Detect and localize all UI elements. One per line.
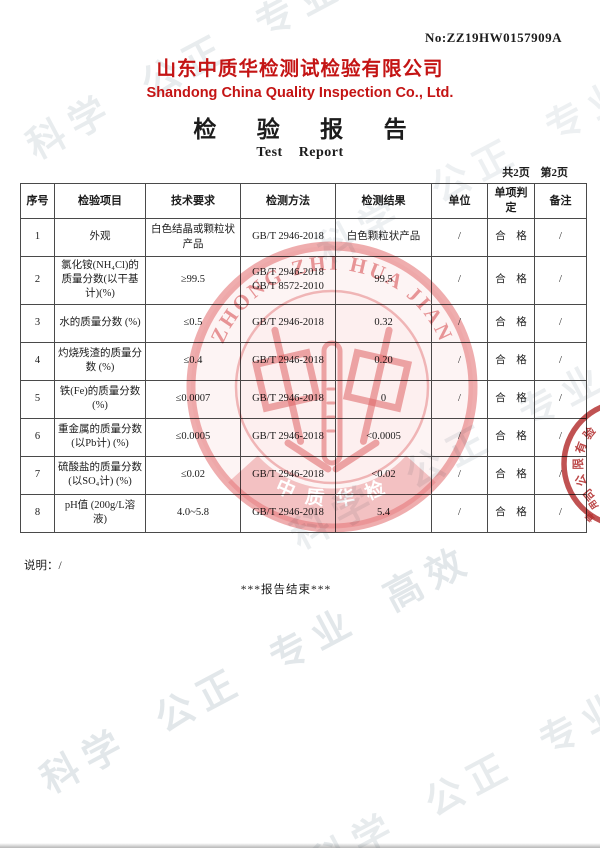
table-cell: 99.5 [335,256,432,305]
column-header: 检验项目 [54,183,146,219]
company-name-en: Shandong China Quality Inspection Co., L… [146,85,454,101]
column-header: 单位 [431,183,488,219]
table-cell: 2 [20,256,55,305]
table-cell: / [534,493,587,533]
table-cell: GB/T 2946-2018 [240,379,336,419]
table-row: 6 重金属的质量分数(以Pb计) (%) ≤0.0005 GB/T 2946-2018… [20,417,587,457]
table-cell: / [534,455,587,495]
report-number: No:ZZ19HW0157909A [424,30,562,45]
table-cell: 灼烧残渣的质量分数 (%) [54,341,146,381]
results-table: 序号 检验项目 技术要求 检测方法 检测结果 单位 单项判定 备注 1 外观 白色结晶或颗粒状产品… [20,183,587,533]
table-cell: / [431,455,488,495]
table-cell: <0.0005 [335,417,432,457]
table-cell: 6 [20,417,55,457]
table-cell: / [534,218,587,257]
table-row: 2 氯化铵(NH₄Cl)的质量分数(以干基计)(%) ≥99.5 GB/T 2946-… [20,256,587,305]
table-cell: pH值 (200g/L溶液) [54,493,146,533]
company-name-cn: 山东中质华检测试检验有限公司 [156,58,444,80]
table-cell: 0.20 [335,341,432,381]
table-cell: ≤0.5 [145,303,241,343]
table-cell: 氯化铵(NH₄Cl)的质量分数(以干基计)(%) [54,256,146,305]
table-row: 1 外观 白色结晶或颗粒状产品 GB/T 2946-2018 白色颗粒状产品 / 合 格 / [20,218,587,257]
page-info: 共2页 第2页 [502,167,568,179]
table-cell: 4 [20,341,55,381]
table-cell: / [431,303,488,343]
table-cell: / [431,256,488,305]
table-cell: 外观 [54,218,146,257]
table-cell: 白色颗粒状产品 [335,218,432,257]
table-row: 7 硫酸盐的质量分数(以SO₄计) (%) ≤0.02 GB/T 2946-2018 <… [20,455,587,495]
table-cell: GB/T 2946-2018 [240,493,336,533]
table-cell: / [534,417,587,457]
table-cell: 重金属的质量分数(以Pb计) (%) [54,417,146,457]
table-cell: 白色结晶或颗粒状产品 [145,218,241,257]
table-row: 4 灼烧残渣的质量分数 (%) ≤0.4 GB/T 2946-2018 0.20/合 格… [20,341,587,381]
table-cell: 0.32 [335,303,432,343]
table-cell: / [431,417,488,457]
table-cell: 合 格 [487,256,535,305]
table-cell: ≤0.0007 [145,379,241,419]
column-header: 检测结果 [335,183,432,219]
table-cell: / [431,379,488,419]
table-cell: 1 [20,218,55,257]
table-cell: / [534,341,587,381]
report-title-en: Test Report [256,145,344,160]
report-title-cn: 检 验 报 告 [193,116,424,142]
table-cell: / [534,256,587,305]
table-cell: GB/T 2946-2018 [240,218,336,257]
table-cell: ≤0.0005 [145,417,241,457]
column-header: 单项判定 [487,183,535,219]
table-cell: 3 [20,303,55,343]
table-cell: 5.4 [335,493,432,533]
table-cell: 水的质量分数 (%) [54,303,146,343]
table-cell: 合 格 [487,493,535,533]
watermark-text: 科学 公正 专业 高效 [304,622,600,848]
table-cell: 硫酸盐的质量分数(以SO₄计) (%) [54,455,146,495]
table-cell: / [534,303,587,343]
scan-edge-shadow [0,843,600,848]
table-cell: GB/T 2946-2018 [240,455,336,495]
table-cell: 合 格 [487,379,535,419]
table-cell: 铁(Fe)的质量分数 (%) [54,379,146,419]
table-cell: ≤0.4 [145,341,241,381]
column-header: 备注 [534,183,587,219]
table-cell: 4.0~5.8 [145,493,241,533]
report-end-text: ***报告结束*** [240,583,332,596]
column-header: 技术要求 [145,183,241,219]
table-cell: 合 格 [487,218,535,257]
table-cell: 合 格 [487,341,535,381]
column-header: 序号 [20,183,55,219]
table-cell: 7 [20,455,55,495]
table-cell: / [534,379,587,419]
table-cell: 合 格 [487,417,535,457]
table-cell: / [431,218,488,257]
table-cell: ≥99.5 [145,256,241,305]
table-cell: GB/T 2946-2018 [240,303,336,343]
table-cell: GB/T 2946-2018 [240,417,336,457]
table-cell: 8 [20,493,55,533]
table-cell: 0 [335,379,432,419]
table-cell: GB/T 2946-2018 [240,341,336,381]
table-cell: 合 格 [487,303,535,343]
table-cell: 合 格 [487,455,535,495]
table-cell: 5 [20,379,55,419]
table-cell: GB/T 2946-2018 GB/T 8572-2010 [240,256,336,305]
table-row: 5 铁(Fe)的质量分数 (%) ≤0.0007 GB/T 2946-2018 0/合 … [20,379,587,419]
column-header: 检测方法 [240,183,336,219]
table-header-row: 序号 检验项目 技术要求 检测方法 检测结果 单位 单项判定 备注 [20,183,587,219]
table-row: 8 pH值 (200g/L溶液) 4.0~5.8 GB/T 2946-2018 5.4/… [20,493,587,533]
table-cell: <0.02 [335,455,432,495]
table-cell: ≤0.02 [145,455,241,495]
table-cell: / [431,493,488,533]
table-row: 3 水的质量分数 (%) ≤0.5 GB/T 2946-2018 0.32/合 格 / [20,303,587,343]
table-cell: / [431,341,488,381]
note-line: 说明：/ [24,559,62,572]
